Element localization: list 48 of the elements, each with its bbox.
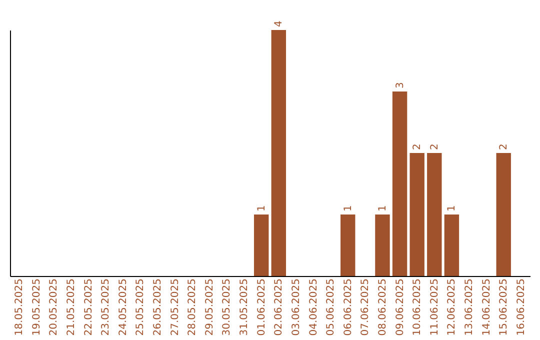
x-tick-label: 29.05.2025 xyxy=(204,278,216,336)
x-tick-label: 14.06.2025 xyxy=(481,278,492,336)
x-tick-label: 13.06.2025 xyxy=(464,278,475,336)
bar xyxy=(340,214,356,276)
x-tick-label: 21.05.2025 xyxy=(66,278,77,336)
x-tick-label: 31.05.2025 xyxy=(239,278,250,336)
data-label: 1 xyxy=(342,205,354,212)
x-tick-label: 03.06.2025 xyxy=(290,278,302,336)
x-tick-label: 04.06.2025 xyxy=(308,278,320,336)
x-tick-label: 20.05.2025 xyxy=(48,278,60,336)
x-tick-label: 28.05.2025 xyxy=(187,278,198,336)
bar xyxy=(375,214,390,276)
x-tick-label: 10.06.2025 xyxy=(412,278,424,336)
x-tick-label: 26.05.2025 xyxy=(152,278,164,336)
x-tick-label: 25.05.2025 xyxy=(135,278,146,336)
bar xyxy=(410,153,424,276)
bar xyxy=(254,214,269,276)
bar xyxy=(392,92,408,276)
x-tick-label: 30.05.2025 xyxy=(222,278,233,336)
x-tick-label: 01.06.2025 xyxy=(256,278,268,336)
x-tick-label: 06.06.2025 xyxy=(342,278,354,336)
bar xyxy=(496,153,511,276)
bar xyxy=(427,153,442,276)
x-tick-label: 12.06.2025 xyxy=(446,278,458,336)
bar xyxy=(271,30,286,276)
x-tick-label: 08.06.2025 xyxy=(377,278,388,336)
x-tick-label: 23.05.2025 xyxy=(100,278,112,336)
data-label: 2 xyxy=(412,144,424,150)
data-label: 1 xyxy=(446,205,458,212)
bar xyxy=(444,214,460,276)
x-tick-label: 24.05.2025 xyxy=(118,278,129,336)
data-label: 3 xyxy=(394,82,406,88)
data-label: 1 xyxy=(377,205,388,212)
x-tick-label: 11.06.2025 xyxy=(429,278,440,336)
x-tick-label: 27.05.2025 xyxy=(170,278,181,336)
data-label: 2 xyxy=(429,144,440,150)
x-tick-label: 02.06.2025 xyxy=(274,278,285,336)
data-label: 1 xyxy=(256,205,268,212)
x-tick-label: 18.05.2025 xyxy=(14,278,26,336)
data-label: 2 xyxy=(498,144,510,150)
x-tick-label: 16.06.2025 xyxy=(516,278,527,336)
x-tick-label: 09.06.2025 xyxy=(394,278,406,336)
x-tick-label: 05.06.2025 xyxy=(326,278,337,336)
x-tick-label: 19.05.2025 xyxy=(31,278,42,336)
x-tick-label: 07.06.2025 xyxy=(360,278,372,336)
data-label: 4 xyxy=(274,20,285,27)
x-tick-label: 22.05.2025 xyxy=(83,278,94,336)
x-tick-label: 15.06.2025 xyxy=(498,278,510,336)
